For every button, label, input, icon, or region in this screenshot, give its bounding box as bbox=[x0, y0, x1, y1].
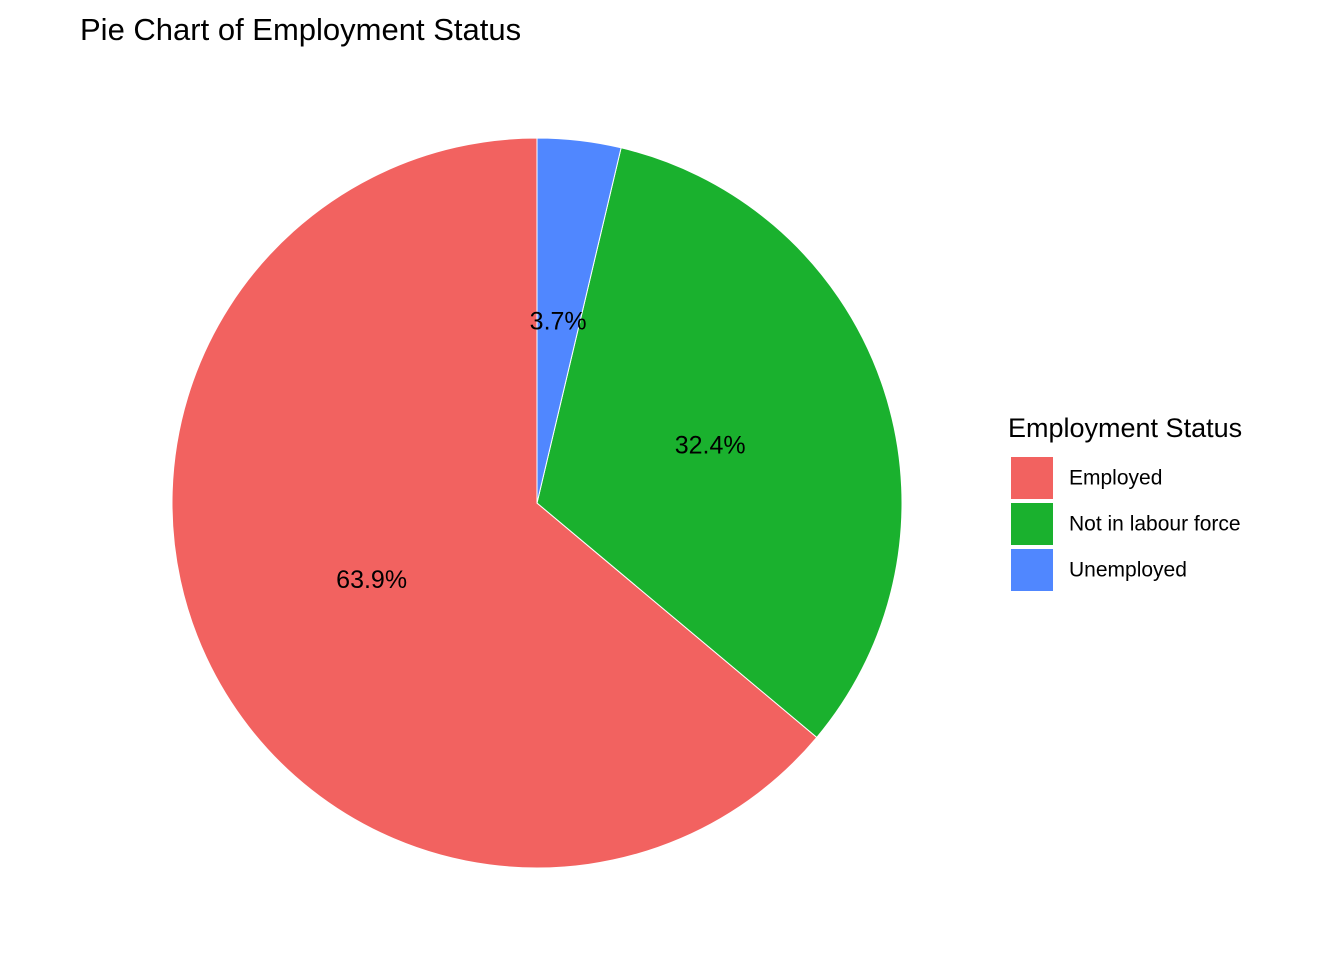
legend-label-not-in-labour-force: Not in labour force bbox=[1069, 513, 1241, 536]
legend: Employment Status Employed Not in labour … bbox=[1008, 413, 1242, 591]
legend-label-unemployed: Unemployed bbox=[1069, 559, 1187, 582]
pie-slice-labels: 63.9% 32.4% 3.7% bbox=[336, 308, 745, 594]
slice-label-unemployed: 3.7% bbox=[530, 308, 587, 336]
legend-title: Employment Status bbox=[1008, 413, 1242, 443]
legend-items: Employed Not in labour force Unemployed bbox=[1011, 457, 1241, 591]
slice-label-employed: 63.9% bbox=[336, 566, 407, 594]
legend-swatch-not-in-labour-force bbox=[1011, 503, 1053, 545]
legend-swatch-employed bbox=[1011, 457, 1053, 499]
pie-slice-not-in-labour-force bbox=[536, 147, 903, 739]
pie-slice-unemployed bbox=[536, 137, 622, 504]
slice-label-not-in-labour-force: 32.4% bbox=[675, 432, 746, 460]
pie-plot-area bbox=[171, 137, 903, 869]
legend-swatch-unemployed bbox=[1011, 549, 1053, 591]
chart-title: Pie Chart of Employment Status bbox=[80, 12, 521, 47]
pie-slice-employed bbox=[171, 137, 818, 869]
legend-label-employed: Employed bbox=[1069, 467, 1162, 490]
